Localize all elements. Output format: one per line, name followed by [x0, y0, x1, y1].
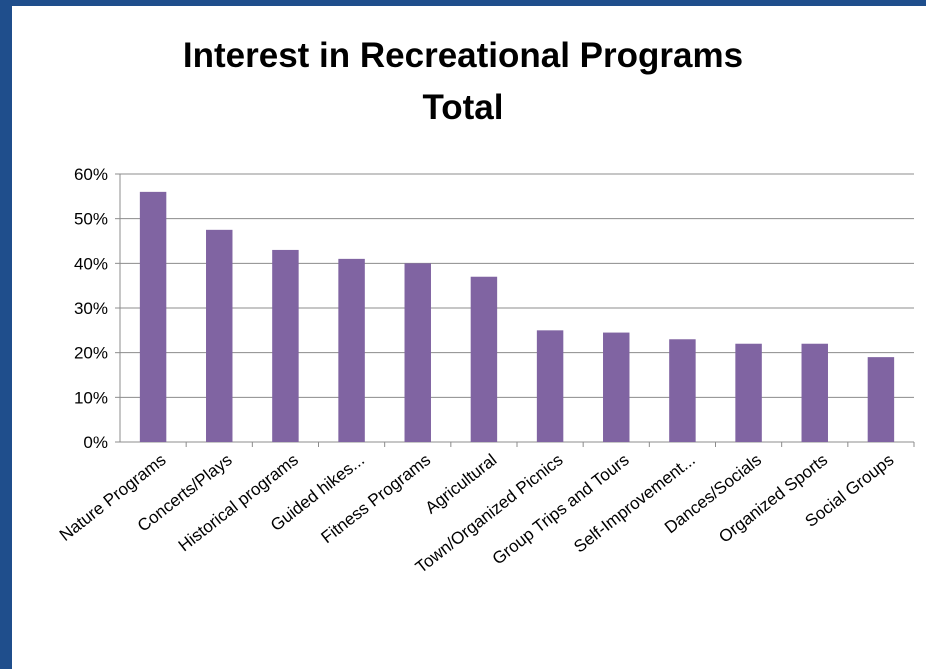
- bar: [735, 343, 762, 442]
- chart-title-main: Interest in Recreational Programs: [182, 36, 744, 75]
- bar: [801, 343, 828, 442]
- chart-subtitle: Total: [422, 88, 504, 127]
- x-tick-label: Fitness Programs: [318, 450, 435, 547]
- x-tick-label: Organized Sports: [715, 450, 831, 546]
- chart-title: Interest in Recreational Programs Total: [0, 30, 926, 134]
- y-tick-label: 60%: [74, 165, 108, 184]
- x-tick-label: Self-Improvement...: [570, 450, 699, 556]
- y-tick-label: 20%: [74, 344, 108, 363]
- x-tick-label: Historical programs: [175, 450, 302, 555]
- slide-frame-left: [0, 0, 12, 669]
- bar: [139, 191, 167, 442]
- bar: [470, 276, 498, 442]
- bar: [272, 249, 299, 442]
- slide-frame-top: [0, 0, 926, 6]
- bar: [603, 332, 630, 442]
- y-tick-label: 0%: [83, 433, 108, 452]
- y-tick-label: 40%: [74, 254, 108, 273]
- bar: [338, 258, 365, 442]
- y-tick-label: 50%: [74, 210, 108, 229]
- x-tick-label: Nature Programs: [56, 450, 170, 545]
- bar: [404, 263, 431, 442]
- bar: [669, 339, 696, 442]
- bar: [206, 229, 233, 442]
- bar: [536, 330, 564, 442]
- bar: [867, 357, 895, 442]
- y-tick-label: 10%: [74, 388, 108, 407]
- y-tick-label: 30%: [74, 299, 108, 318]
